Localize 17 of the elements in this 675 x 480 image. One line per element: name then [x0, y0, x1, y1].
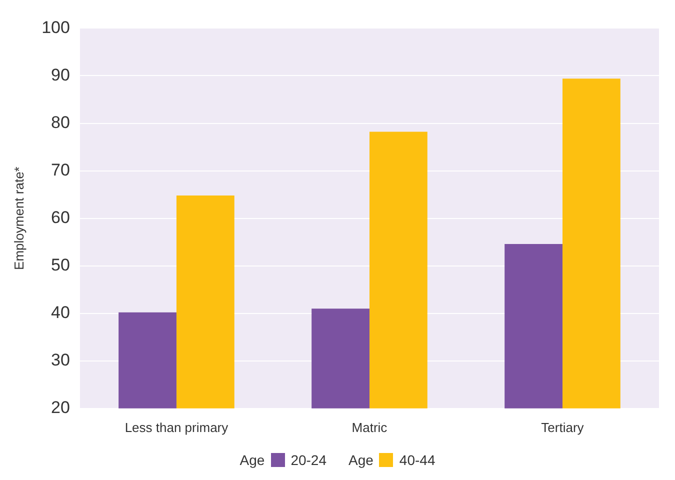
y-axis-title: Employment rate* — [11, 166, 26, 270]
y-tick-label: 20 — [51, 398, 70, 418]
text: Age — [348, 452, 374, 468]
y-tick-label: 40 — [51, 303, 70, 322]
x-tick-label: Tertiary — [541, 420, 584, 435]
y-tick-label: 80 — [51, 112, 70, 132]
y-tick-label: 90 — [51, 65, 70, 84]
y-tick-label: 100 — [42, 18, 70, 37]
legend-title: Age — [240, 452, 265, 468]
x-tick-label: Less than primary — [124, 420, 229, 435]
y-tick-label: 70 — [51, 160, 70, 180]
y-tick-label: 50 — [51, 256, 70, 275]
legend-label: 40-44 — [399, 452, 436, 468]
y-tick-label: 30 — [51, 350, 70, 370]
x-tick-label: Matric — [352, 420, 388, 435]
legend-label: 20-24 — [290, 452, 326, 468]
y-tick-label: 60 — [51, 208, 70, 227]
